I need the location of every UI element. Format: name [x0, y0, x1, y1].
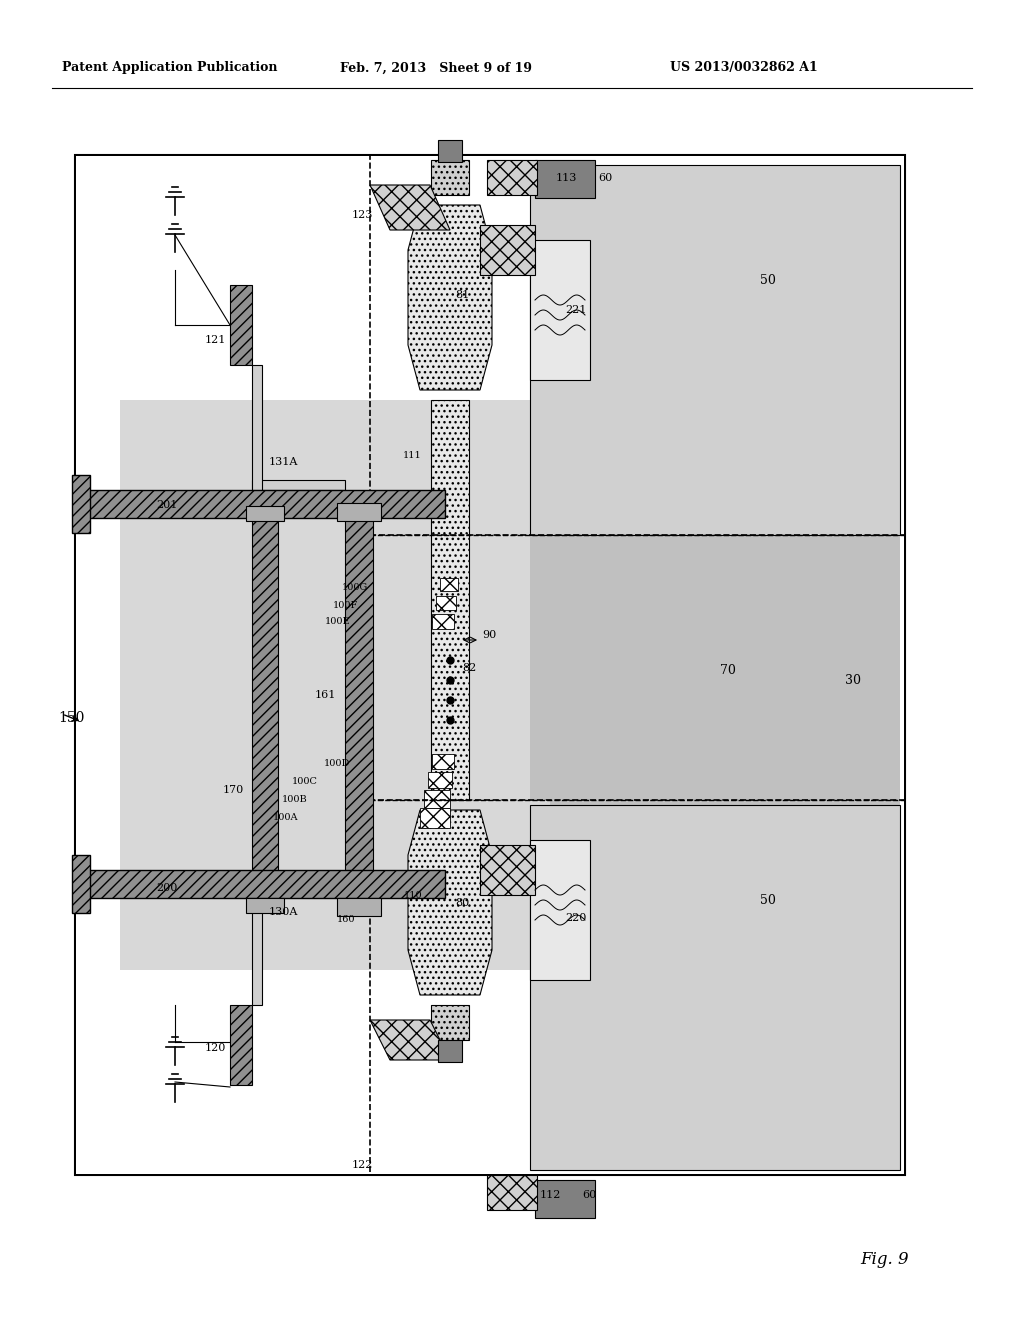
- Bar: [428, 772, 452, 788]
- Text: 60: 60: [582, 1191, 596, 1200]
- Bar: [440, 578, 458, 591]
- Bar: [252, 880, 262, 1005]
- Text: 100E: 100E: [325, 618, 350, 627]
- Text: 220: 220: [565, 913, 587, 923]
- Bar: [535, 160, 595, 198]
- Bar: [252, 480, 345, 490]
- Polygon shape: [408, 810, 492, 995]
- Text: Patent Application Publication: Patent Application Publication: [62, 62, 278, 74]
- Text: 122: 122: [352, 1160, 374, 1170]
- Bar: [337, 503, 381, 521]
- Bar: [424, 789, 450, 808]
- Bar: [431, 1005, 469, 1040]
- Text: 100A: 100A: [272, 813, 298, 822]
- Bar: [345, 517, 373, 898]
- Bar: [230, 285, 252, 366]
- Bar: [487, 1175, 537, 1210]
- Bar: [230, 1005, 252, 1085]
- Bar: [120, 400, 550, 970]
- Bar: [337, 898, 381, 916]
- Bar: [431, 400, 469, 800]
- Text: 113: 113: [556, 173, 578, 183]
- Text: US 2013/0032862 A1: US 2013/0032862 A1: [670, 62, 818, 74]
- Bar: [438, 140, 462, 162]
- Text: 200: 200: [157, 883, 178, 894]
- Bar: [530, 535, 900, 800]
- Bar: [436, 597, 456, 610]
- Bar: [246, 506, 284, 521]
- Bar: [487, 160, 537, 195]
- Bar: [72, 475, 90, 533]
- Text: 100F: 100F: [333, 602, 358, 610]
- Text: 100G: 100G: [342, 583, 368, 593]
- Bar: [246, 898, 284, 913]
- Text: 221: 221: [565, 305, 587, 315]
- Text: 112: 112: [540, 1191, 561, 1200]
- Text: 161: 161: [314, 690, 336, 700]
- Bar: [420, 808, 450, 828]
- Bar: [431, 160, 469, 195]
- Text: 90: 90: [482, 630, 497, 640]
- Text: 160: 160: [337, 916, 355, 924]
- Bar: [530, 240, 590, 380]
- Text: 170: 170: [223, 785, 244, 795]
- Text: 50: 50: [760, 273, 776, 286]
- Bar: [432, 754, 454, 770]
- Text: 110: 110: [403, 891, 422, 899]
- Bar: [76, 156, 904, 1173]
- Polygon shape: [370, 1020, 450, 1060]
- Text: 60: 60: [598, 173, 612, 183]
- Bar: [438, 1040, 462, 1063]
- Bar: [530, 165, 900, 1166]
- Text: 111: 111: [403, 450, 422, 459]
- Bar: [535, 1180, 595, 1218]
- Bar: [530, 165, 900, 535]
- Text: 70: 70: [720, 664, 736, 676]
- Bar: [480, 845, 535, 895]
- Text: 30: 30: [845, 673, 861, 686]
- Bar: [72, 855, 90, 913]
- Text: 100C: 100C: [292, 777, 318, 787]
- Bar: [370, 154, 905, 535]
- Text: 82: 82: [462, 663, 476, 673]
- Text: Fig. 9: Fig. 9: [860, 1251, 908, 1269]
- Text: 100B: 100B: [283, 796, 308, 804]
- Text: 50: 50: [760, 894, 776, 907]
- Bar: [75, 154, 905, 1175]
- Bar: [252, 880, 345, 890]
- Bar: [252, 366, 262, 490]
- Text: 131A: 131A: [268, 457, 298, 467]
- Text: 121: 121: [205, 335, 226, 345]
- Polygon shape: [408, 205, 492, 389]
- Text: Feb. 7, 2013   Sheet 9 of 19: Feb. 7, 2013 Sheet 9 of 19: [340, 62, 532, 74]
- Text: 123: 123: [352, 210, 374, 220]
- Text: 150: 150: [58, 711, 84, 725]
- Bar: [82, 490, 445, 517]
- Bar: [530, 805, 900, 1170]
- Bar: [480, 224, 535, 275]
- Text: 201: 201: [157, 500, 178, 510]
- Bar: [252, 517, 278, 898]
- Polygon shape: [370, 185, 450, 230]
- Bar: [530, 840, 590, 979]
- Bar: [370, 800, 905, 1175]
- Text: 80: 80: [455, 898, 469, 908]
- Text: 81: 81: [455, 290, 469, 300]
- Text: 100D: 100D: [324, 759, 350, 768]
- Text: 120: 120: [205, 1043, 226, 1053]
- Bar: [432, 614, 454, 630]
- Bar: [82, 870, 445, 898]
- Text: 130A: 130A: [268, 907, 298, 917]
